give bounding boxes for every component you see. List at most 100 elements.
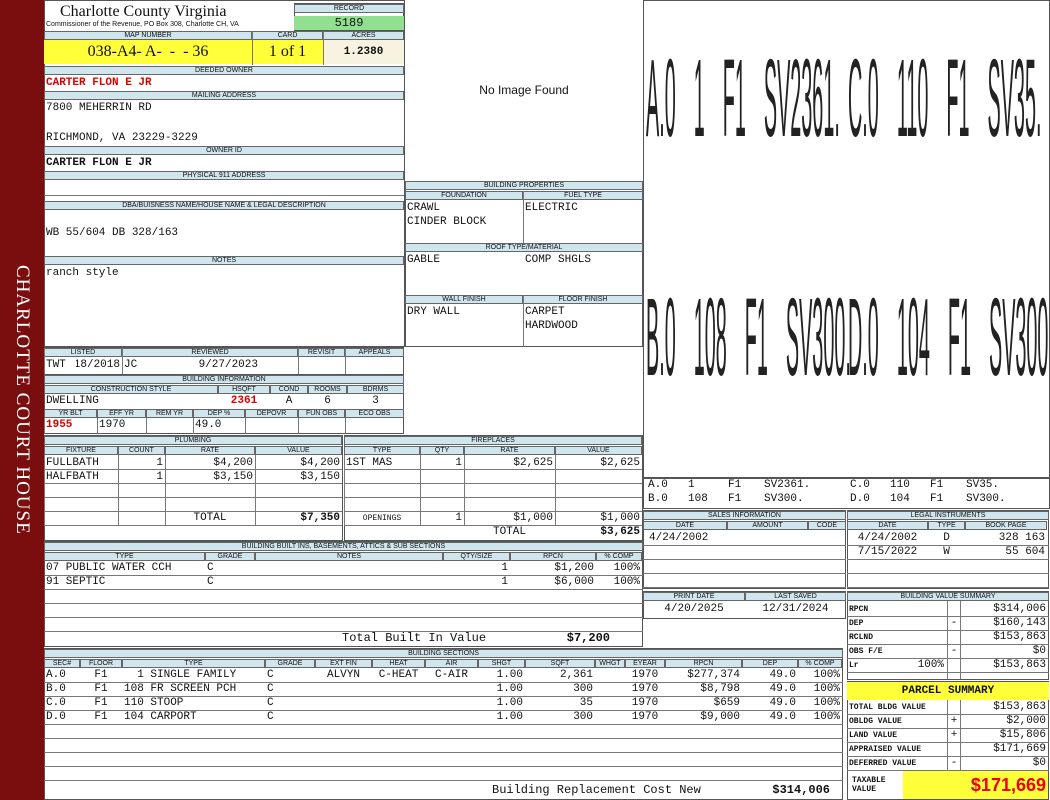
- header-label: FUEL TYPE: [523, 191, 643, 200]
- field-value: 1.00: [496, 711, 523, 723]
- field-value: 4/24/2002: [857, 532, 918, 544]
- divider: [44, 483, 342, 484]
- field-value: C.0: [46, 697, 66, 709]
- field-value: JC: [124, 359, 138, 371]
- field-value: $3,625: [600, 526, 640, 538]
- field-value: 104 CARPORT: [124, 711, 197, 723]
- header-label: RPCN: [510, 552, 596, 561]
- header-label: VALUE: [555, 446, 642, 455]
- divider: [97, 418, 98, 434]
- field-value: 55 604: [1005, 546, 1045, 558]
- field-value: 9/27/2023: [198, 359, 258, 371]
- field-value: C.0: [850, 479, 870, 491]
- header-label: BDRMS: [347, 385, 404, 394]
- field-value: SV2361.: [764, 479, 811, 491]
- field-value: $8,798: [700, 683, 740, 695]
- sketch-text: SV35.: [987, 36, 1042, 161]
- header-label: EFF YR: [97, 409, 146, 418]
- field-value: OPENINGS: [362, 513, 402, 523]
- header-label: TYPE: [44, 552, 205, 561]
- field-value: WB 55/604 DB 328/163: [46, 227, 179, 239]
- header-label: SQFT: [525, 659, 595, 668]
- sketch-text: C.0: [848, 36, 879, 161]
- field-value: $314,006: [993, 603, 1046, 615]
- field-value: 300: [573, 683, 593, 695]
- field-value: 1.00: [496, 669, 523, 681]
- header-label: FLOOR FINISH: [523, 295, 643, 304]
- divider: [847, 658, 1049, 659]
- field-value: $153,863: [993, 659, 1046, 671]
- field-value: ALVYN: [326, 669, 360, 681]
- field-value: DRY WALL: [407, 306, 460, 318]
- divider: [847, 559, 1049, 560]
- field-value: 1.2380: [323, 40, 404, 64]
- header-label: MAILING ADDRESS: [44, 91, 404, 100]
- divider: [146, 418, 147, 434]
- field-value: 49.0: [769, 669, 796, 681]
- divider: [344, 455, 345, 525]
- divider: [193, 418, 194, 434]
- header-label: FOUNDATION: [405, 191, 523, 200]
- divider: [345, 348, 346, 374]
- field-value: HALFBATH: [46, 471, 99, 483]
- header-label: SEC#: [44, 659, 80, 668]
- divider: [345, 418, 346, 434]
- header-label: GRADE: [265, 659, 315, 668]
- field-value: 1: [455, 457, 462, 469]
- header-label: CARD: [252, 31, 323, 40]
- divider: [643, 573, 846, 574]
- header-label: RPCN: [665, 659, 742, 668]
- divider: [847, 728, 1049, 729]
- divider: [44, 752, 843, 753]
- header-label: SHGT: [478, 659, 525, 668]
- field-value: GABLE: [407, 254, 441, 266]
- field-value: 1955: [46, 419, 73, 431]
- field-value: 49.0: [195, 419, 222, 431]
- sketch-text: 1: [693, 36, 705, 161]
- divider: [523, 191, 524, 243]
- field-value: ranch style: [46, 267, 119, 279]
- header-label: LISTED: [44, 348, 122, 357]
- field-value: 5/18/2018: [76, 359, 120, 371]
- sketch-label: C.0 110 F1 SV35.: [848, 36, 1050, 166]
- divider: [420, 455, 421, 525]
- field-value: 2361: [230, 395, 258, 407]
- field-value: $7,350: [300, 512, 340, 524]
- sketch-text: 108: [693, 275, 727, 400]
- header-label: NOTES: [255, 552, 443, 561]
- field-value: $9,000: [700, 711, 740, 723]
- divider: [344, 483, 642, 484]
- field-value: C: [267, 683, 274, 695]
- sketch-label: A.0 1 F1 SV2361.: [646, 36, 858, 166]
- field-value: TAXABLE VALUE: [852, 776, 886, 794]
- header-label: EYEAR: [625, 659, 665, 668]
- field-value: 100%: [813, 697, 840, 709]
- sketch-text: 104: [896, 275, 930, 400]
- divider: [464, 455, 465, 525]
- divider: [847, 616, 1049, 617]
- field-value: 104: [890, 493, 910, 505]
- header-label: DEP %: [193, 409, 245, 418]
- sketch-text: F1: [947, 275, 971, 400]
- field-value: 4/20/2025: [664, 603, 724, 615]
- header-label: TYPE: [928, 521, 965, 530]
- header-label: DBA/BUISNESS NAME/HOUSE NAME & LEGAL DES…: [44, 201, 404, 210]
- field-value: 6: [324, 395, 331, 407]
- header-label: RATE: [165, 446, 255, 455]
- field-value: 1 SINGLE FAMILY: [124, 669, 237, 681]
- header-label: APPEALS: [345, 348, 404, 357]
- header-label: SALES INFORMATION: [643, 511, 846, 520]
- field-value: $4,200: [300, 457, 340, 469]
- field-value: B.0: [648, 493, 668, 505]
- divider: [118, 455, 119, 525]
- header-label: CODE: [808, 521, 846, 530]
- header-label: HSQFT: [218, 385, 270, 394]
- field-value: 1970: [631, 683, 659, 695]
- field-value: $2,625: [600, 457, 640, 469]
- field-value: C: [207, 576, 214, 588]
- field-value: 2,361: [559, 669, 593, 681]
- header-label: MAP NUMBER: [44, 31, 252, 40]
- field-value: 1: [501, 562, 508, 574]
- header-label: REM YR: [146, 409, 193, 418]
- divider: [44, 469, 342, 470]
